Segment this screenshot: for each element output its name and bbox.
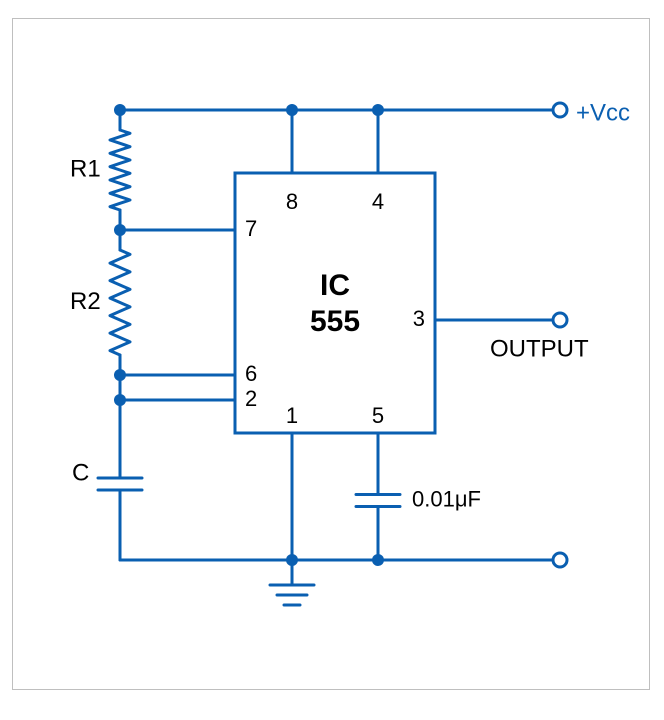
figure-border <box>12 18 650 690</box>
schematic-canvas: IC55584762315+VccR1R2C0.01μFOUTPUT <box>0 0 664 720</box>
